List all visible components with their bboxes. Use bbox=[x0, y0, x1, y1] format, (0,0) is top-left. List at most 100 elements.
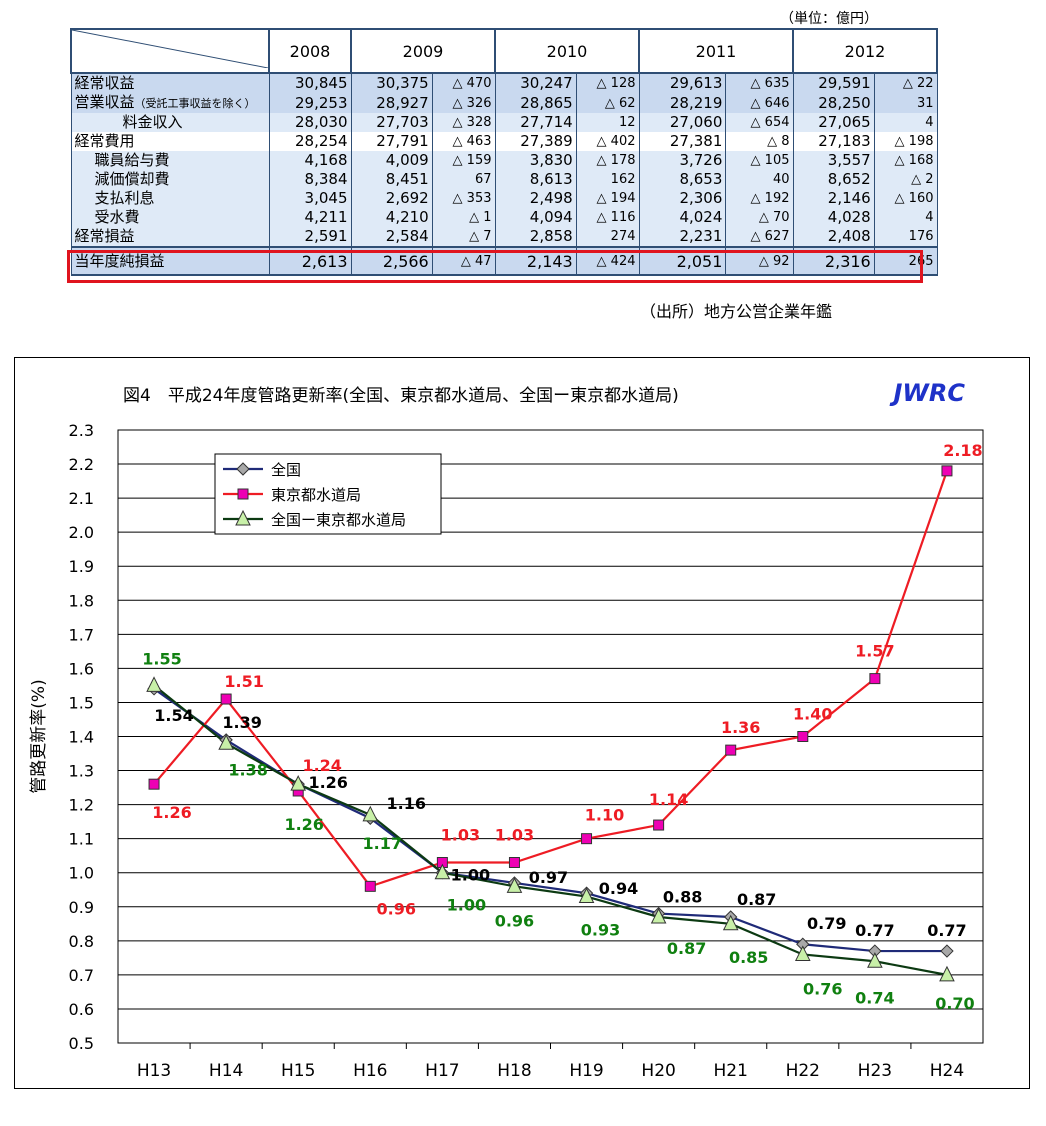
change-cell: 176 bbox=[873, 227, 938, 247]
y-tick-label: 0.6 bbox=[69, 1000, 94, 1019]
table-row: 受水費 4,211 4,210 △ 1 4,094 △ 116 4,024 △ 70 4,028… bbox=[70, 208, 938, 227]
value-cell: 28,254 bbox=[268, 132, 352, 151]
data-label: 0.94 bbox=[599, 879, 638, 898]
row-label: 減価償却費 bbox=[70, 170, 270, 189]
value-cell: 2,858 bbox=[494, 227, 577, 247]
data-label: 0.96 bbox=[495, 911, 534, 930]
change-cell: △ 62 bbox=[575, 93, 640, 113]
legend-label: 全国 bbox=[271, 461, 301, 479]
data-label: 0.79 bbox=[807, 914, 846, 933]
data-label: 1.40 bbox=[793, 705, 832, 724]
data-label: 0.85 bbox=[729, 948, 768, 967]
data-point bbox=[146, 676, 162, 692]
data-point bbox=[235, 509, 251, 526]
x-tick-label: H16 bbox=[353, 1061, 387, 1081]
change-cell: 67 bbox=[431, 170, 496, 189]
source-note: （出所）地方公営企業年鑑 bbox=[640, 302, 833, 321]
row-label: 経常費用 bbox=[70, 132, 270, 151]
value-cell: 2,591 bbox=[268, 227, 352, 247]
x-tick-label: H13 bbox=[137, 1061, 171, 1081]
data-point bbox=[794, 945, 811, 961]
x-tick-label: H24 bbox=[930, 1061, 964, 1081]
value-cell: 27,065 bbox=[792, 113, 875, 132]
data-point bbox=[940, 944, 954, 958]
data-point bbox=[506, 877, 523, 893]
y-tick-label: 1.7 bbox=[69, 625, 94, 644]
value-cell: 2,408 bbox=[792, 227, 875, 247]
row-label-text: 経常損益 bbox=[74, 227, 135, 245]
data-label: 0.87 bbox=[667, 939, 706, 958]
data-label: 1.39 bbox=[222, 713, 261, 732]
change-cell: 162 bbox=[575, 170, 640, 189]
change-cell: △ 194 bbox=[575, 189, 640, 208]
data-point bbox=[220, 693, 232, 705]
y-tick-label: 2.1 bbox=[69, 489, 94, 508]
table-row: 経常損益 2,591 2,584 △ 7 2,858 274 2,231 △ 627 2,408… bbox=[70, 227, 938, 247]
table-header-row: 2008 2009 2010 2011 2012 bbox=[70, 28, 938, 74]
data-point bbox=[218, 734, 234, 750]
y-axis-label: 管路更新率(%) bbox=[29, 679, 49, 793]
value-cell: 2,498 bbox=[494, 189, 577, 208]
data-label: 1.51 bbox=[224, 672, 263, 691]
row-label-text: 経常費用 bbox=[74, 132, 135, 150]
data-label: 1.17 bbox=[363, 834, 402, 853]
value-cell: 27,703 bbox=[350, 113, 433, 132]
data-label: 1.24 bbox=[302, 756, 341, 775]
change-cell: △ 8 bbox=[725, 132, 794, 151]
data-point bbox=[797, 731, 809, 742]
value-cell: 30,247 bbox=[494, 73, 577, 93]
y-tick-label: 1.8 bbox=[69, 591, 94, 610]
value-cell: 4,024 bbox=[638, 208, 727, 227]
value-cell: 29,613 bbox=[638, 73, 727, 93]
change-cell: △ 635 bbox=[725, 73, 794, 93]
highlight-box bbox=[67, 250, 923, 283]
data-point bbox=[650, 907, 667, 924]
row-label-text: 料金収入 bbox=[122, 113, 183, 131]
data-point bbox=[290, 775, 307, 791]
value-cell: 2,146 bbox=[792, 189, 875, 208]
value-cell: 27,389 bbox=[494, 132, 577, 151]
data-point bbox=[867, 952, 883, 968]
data-label: 1.54 bbox=[154, 706, 193, 725]
change-cell: △ 159 bbox=[431, 151, 496, 170]
y-tick-label: 0.7 bbox=[69, 966, 94, 985]
data-label: 0.76 bbox=[803, 979, 842, 998]
financial-table-area: （単位：億円） 2008 2009 2010 2011 2012 経常収益 30,… bbox=[0, 0, 1046, 330]
table-row: 減価償却費 8,384 8,451 67 8,613 162 8,653 40 8,652 △ 2 bbox=[70, 170, 938, 189]
change-cell: △ 178 bbox=[575, 151, 640, 170]
data-label: 1.55 bbox=[142, 649, 181, 668]
value-cell: 27,791 bbox=[350, 132, 433, 151]
chart-frame: 図4 平成24年度管路更新率(全国、東京都水道局、全国ー東京都水道局) JWRC 0… bbox=[14, 357, 1030, 1089]
year-header: 2011 bbox=[638, 28, 794, 74]
data-point bbox=[578, 887, 595, 904]
data-label: 1.26 bbox=[284, 815, 323, 834]
y-tick-label: 0.5 bbox=[69, 1034, 94, 1053]
unit-label: （単位：億円） bbox=[780, 11, 878, 27]
table-row: 職員給与費 4,168 4,009 △ 159 3,830 △ 178 3,726 △ 105… bbox=[70, 151, 938, 170]
data-label: 1.00 bbox=[451, 866, 490, 885]
value-cell: 4,028 bbox=[792, 208, 875, 227]
change-cell: △ 128 bbox=[575, 73, 640, 93]
data-label: 0.70 bbox=[935, 994, 974, 1013]
data-label: 1.38 bbox=[228, 760, 267, 779]
value-cell: 4,168 bbox=[268, 151, 352, 170]
change-cell: △ 70 bbox=[725, 208, 794, 227]
data-point bbox=[508, 857, 520, 869]
data-label: 1.14 bbox=[649, 790, 688, 809]
data-point bbox=[434, 863, 451, 880]
change-cell: △ 328 bbox=[431, 113, 496, 132]
change-cell: △ 198 bbox=[873, 132, 938, 151]
x-tick-label: H15 bbox=[281, 1061, 315, 1081]
value-cell: 29,253 bbox=[268, 93, 352, 113]
y-tick-label: 2.3 bbox=[69, 421, 94, 440]
row-label-text: 減価償却費 bbox=[94, 170, 170, 188]
change-cell: △ 470 bbox=[431, 73, 496, 93]
value-cell: 30,375 bbox=[350, 73, 433, 93]
y-tick-label: 0.9 bbox=[69, 898, 94, 917]
data-label: 0.77 bbox=[855, 921, 894, 940]
row-label-text: 支払利息 bbox=[94, 189, 155, 207]
data-label: 0.74 bbox=[855, 988, 894, 1007]
change-cell: 31 bbox=[873, 93, 938, 113]
x-tick-label: H14 bbox=[209, 1061, 243, 1081]
change-cell: 12 bbox=[575, 113, 640, 132]
